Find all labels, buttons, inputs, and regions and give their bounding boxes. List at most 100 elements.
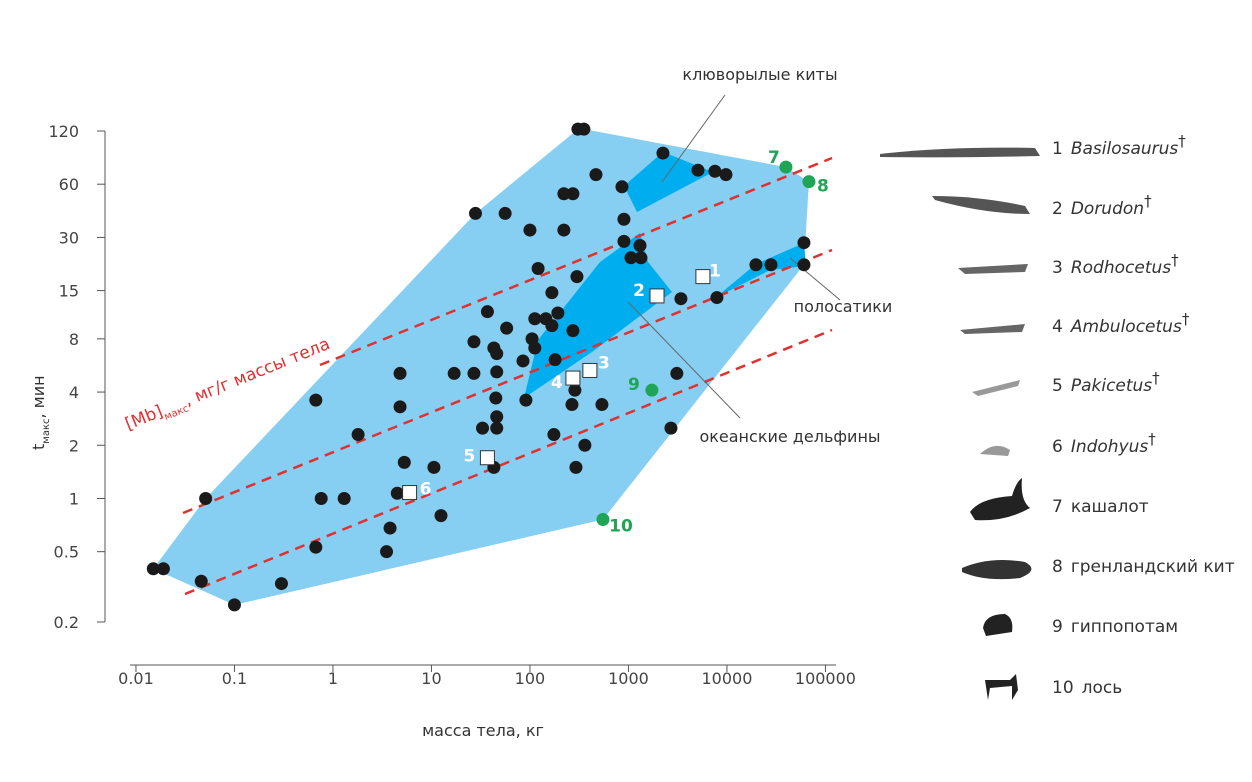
point bbox=[779, 160, 793, 174]
x-tick-label: 100 bbox=[515, 669, 546, 688]
fossil-point bbox=[479, 450, 495, 466]
mb-line bbox=[319, 156, 833, 367]
point bbox=[547, 428, 561, 442]
icon bbox=[932, 196, 1030, 214]
line-label-main: [Mb] bbox=[122, 402, 165, 435]
point bbox=[548, 353, 562, 367]
point bbox=[434, 509, 448, 523]
point-label: 7 bbox=[768, 148, 780, 168]
x-tick-label: 10 bbox=[421, 669, 441, 688]
point bbox=[797, 258, 811, 272]
y-label-rest: , мин bbox=[29, 375, 48, 418]
point bbox=[490, 365, 504, 379]
point bbox=[427, 460, 441, 474]
point bbox=[577, 122, 591, 136]
point bbox=[634, 251, 648, 265]
x-axis-label: масса тела, кг bbox=[422, 721, 544, 740]
legend-number: 5 bbox=[1052, 376, 1063, 396]
point bbox=[476, 421, 490, 435]
point bbox=[528, 312, 542, 326]
legend-name: гиппопотам bbox=[1071, 617, 1178, 637]
legend-name: Indohyus bbox=[1071, 437, 1149, 457]
point bbox=[199, 491, 213, 505]
mb-line bbox=[184, 328, 833, 596]
icon bbox=[972, 380, 1020, 396]
legend-name: кашалот bbox=[1071, 497, 1149, 517]
y-tick-label: 30 bbox=[59, 228, 79, 247]
fossil-point bbox=[695, 269, 711, 285]
legend-entry: 7 кашалот bbox=[1052, 497, 1149, 517]
point-label: 2 bbox=[633, 281, 645, 301]
point bbox=[545, 286, 559, 300]
point bbox=[351, 428, 365, 442]
point bbox=[500, 321, 514, 335]
point bbox=[617, 212, 631, 226]
point bbox=[447, 366, 461, 380]
point bbox=[545, 319, 559, 333]
point bbox=[719, 168, 733, 182]
legend-number: 10 bbox=[1052, 678, 1074, 698]
icon bbox=[983, 614, 1013, 636]
point bbox=[156, 562, 170, 576]
legend-number: 1 bbox=[1052, 139, 1063, 159]
legend-entry: 5 Pakicetus† bbox=[1052, 369, 1160, 396]
point bbox=[337, 491, 351, 505]
y-tick-label: 15 bbox=[59, 282, 79, 301]
point bbox=[624, 251, 638, 265]
x-tick-label: 1 bbox=[328, 669, 338, 688]
point-label: 9 bbox=[628, 375, 640, 395]
mb-lines bbox=[182, 156, 833, 596]
point-label: 3 bbox=[598, 353, 610, 373]
icon bbox=[880, 147, 1040, 158]
point bbox=[490, 347, 504, 361]
point bbox=[557, 223, 571, 237]
point bbox=[708, 164, 722, 178]
legend-name: гренландский кит bbox=[1071, 557, 1235, 577]
legend-number: 8 bbox=[1052, 557, 1063, 577]
legend-entry: 8 гренландский кит bbox=[1052, 557, 1235, 577]
legend-name: Basilosaurus bbox=[1071, 139, 1179, 159]
point bbox=[390, 486, 404, 500]
extinct-mark: † bbox=[1171, 251, 1179, 269]
legend-entry: 2 Dorudon† bbox=[1052, 192, 1152, 219]
mb-line bbox=[182, 248, 833, 515]
point bbox=[566, 187, 580, 201]
extinct-mark: † bbox=[1182, 310, 1190, 328]
point bbox=[490, 410, 504, 424]
legend-name: лось bbox=[1082, 678, 1123, 698]
point bbox=[566, 324, 580, 338]
legend-number: 9 bbox=[1052, 617, 1063, 637]
point bbox=[516, 354, 530, 368]
annotation: клюворылые киты bbox=[682, 65, 837, 84]
point bbox=[397, 455, 411, 469]
point-label: 4 bbox=[551, 373, 563, 393]
legend-number: 2 bbox=[1052, 199, 1063, 219]
point bbox=[467, 366, 481, 380]
legend-entry: 6 Indohyus† bbox=[1052, 430, 1156, 457]
point bbox=[569, 460, 583, 474]
point bbox=[595, 398, 609, 412]
y-tick-label: 0.2 bbox=[54, 613, 79, 632]
point bbox=[764, 258, 778, 272]
fossil-point bbox=[582, 362, 598, 378]
point-label: 10 bbox=[609, 517, 633, 537]
point bbox=[645, 383, 659, 397]
legend-entry: 1 Basilosaurus† bbox=[1052, 132, 1186, 159]
fossil-point bbox=[565, 370, 581, 386]
y-tick-label: 8 bbox=[69, 330, 79, 349]
point bbox=[314, 491, 328, 505]
y-label-main: t bbox=[29, 444, 48, 450]
point-label: 8 bbox=[817, 177, 829, 197]
point bbox=[531, 262, 545, 276]
point bbox=[589, 168, 603, 182]
icon bbox=[980, 445, 1010, 456]
point bbox=[615, 180, 629, 194]
dolphin-region bbox=[524, 233, 672, 398]
x-tick-label: 0.01 bbox=[118, 669, 154, 688]
legend-name: Rodhocetus bbox=[1071, 258, 1171, 278]
point bbox=[551, 306, 565, 320]
point bbox=[568, 383, 582, 397]
point-label: 1 bbox=[709, 262, 721, 282]
point bbox=[656, 146, 670, 160]
icon bbox=[962, 560, 1032, 580]
